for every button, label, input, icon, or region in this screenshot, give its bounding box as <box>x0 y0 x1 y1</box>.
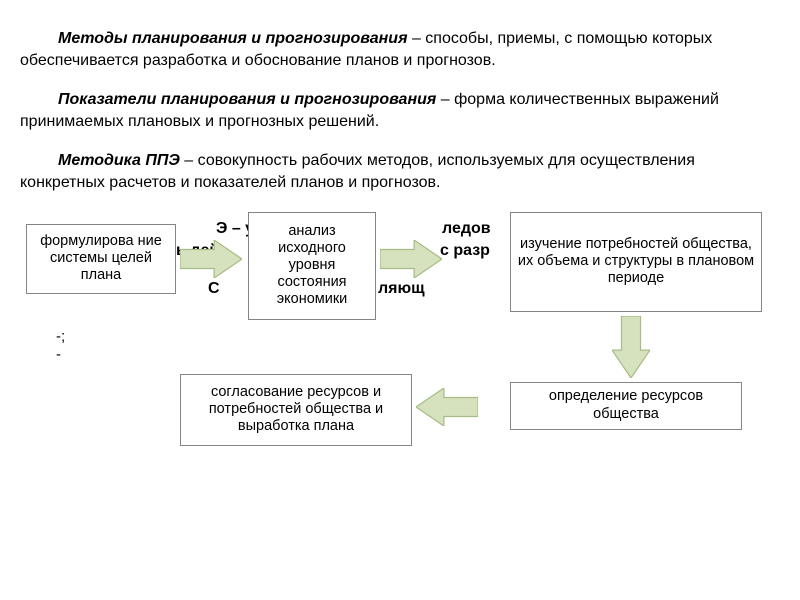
flow-diagram: Э – у ледов ь дей с разр С ляющ -; - фор… <box>20 212 780 472</box>
box-goals: формулирова ние системы целей плана <box>26 224 176 294</box>
paragraph-1: Методы планирования и прогнозирования – … <box>20 28 780 71</box>
box-resources: определение ресурсов общества <box>510 382 742 430</box>
bg-text-1b: ледов <box>442 220 491 238</box>
bg-text-3a: С <box>208 280 220 298</box>
term-3: Методика ППЭ <box>58 152 180 169</box>
arrow-right-1 <box>180 240 242 278</box>
arrow-left <box>416 388 478 426</box>
box-analysis-text: анализ исходного уровня состояния эконом… <box>254 223 370 309</box>
box-plan-text: согласование ресурсов и потребностей общ… <box>186 384 406 435</box>
box-goals-text: формулирова ние системы целей плана <box>32 233 170 284</box>
arrow-down <box>612 316 650 378</box>
box-needs: изучение потребностей общества, их объем… <box>510 212 762 312</box>
bullet-list: -; - <box>56 328 65 364</box>
paragraph-3: Методика ППЭ – совокупность рабочих мето… <box>20 150 780 193</box>
term-2: Показатели планирования и прогнозировани… <box>58 91 436 108</box>
term-1: Методы планирования и прогнозирования <box>58 30 408 47</box>
bg-text-3b: ляющ <box>378 280 425 298</box>
paragraph-2: Показатели планирования и прогнозировани… <box>20 89 780 132</box>
box-needs-text: изучение потребностей общества, их объем… <box>516 236 756 287</box>
bullet-1: -; <box>56 328 65 346</box>
box-plan: согласование ресурсов и потребностей общ… <box>180 374 412 446</box>
arrow-right-2 <box>380 240 442 278</box>
box-resources-text: определение ресурсов общества <box>516 388 736 422</box>
bg-text-2b: с разр <box>440 242 490 260</box>
bullet-2: - <box>56 346 65 364</box>
box-analysis: анализ исходного уровня состояния эконом… <box>248 212 376 320</box>
